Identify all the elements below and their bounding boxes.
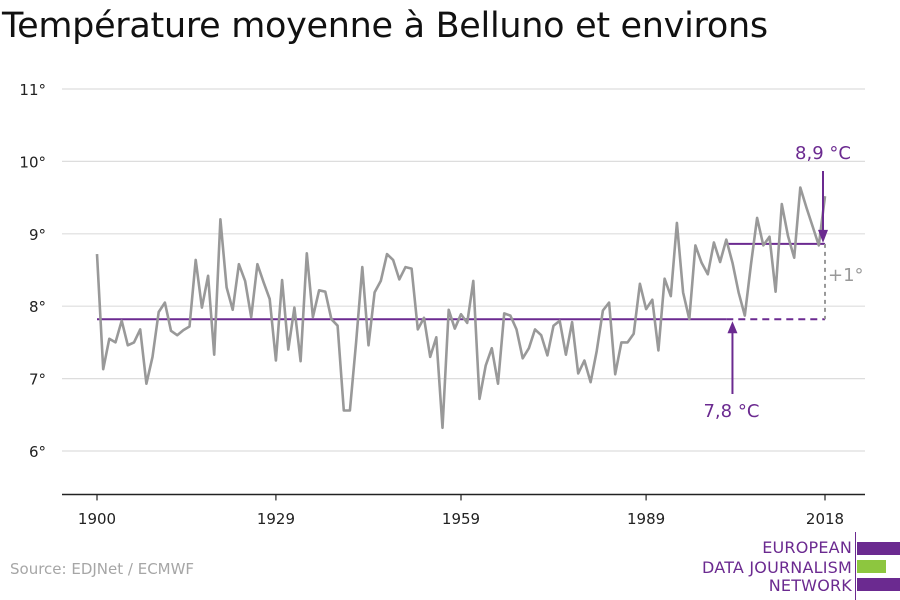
- y-tick-label-10: 10°: [19, 153, 46, 171]
- reference-lines: [97, 242, 826, 321]
- x-tick-label-1959: 1959: [442, 510, 480, 528]
- annotations: 8,9 °C 7,8 °C +1°: [703, 143, 863, 422]
- baseline-mean-label: 7,8 °C: [703, 401, 759, 422]
- x-tick-label-1900: 1900: [78, 510, 116, 528]
- recent-mean-label: 8,9 °C: [795, 143, 851, 164]
- y-tick-label-11: 11°: [19, 81, 46, 99]
- logo-rule: [855, 532, 856, 600]
- logo-bar-green: [857, 560, 886, 573]
- logo-text-line-1: EUROPEAN: [762, 538, 852, 557]
- x-axis: 1900 1929 1959 1989 2018: [62, 493, 865, 528]
- x-tick-label-1929: 1929: [257, 510, 295, 528]
- y-tick-label-9: 9°: [29, 226, 46, 244]
- source-note: Source: EDJNet / ECMWF: [10, 560, 195, 578]
- y-tick-label-6: 6°: [29, 443, 46, 461]
- logo-text-line-2: DATA JOURNALISM: [702, 558, 852, 577]
- gridlines: [62, 88, 865, 452]
- y-axis-ticks: 6° 7° 8° 9° 10° 11°: [19, 81, 46, 461]
- y-tick-label-8: 8°: [29, 298, 46, 316]
- chart-title: Température moyenne à Belluno et environ…: [2, 6, 768, 46]
- difference-label: +1°: [828, 265, 864, 286]
- temperature-series-line: [95, 186, 827, 430]
- logo-bar-purple-bottom: [857, 578, 900, 591]
- baseline-mean-arrowhead: [727, 321, 738, 334]
- logo-text-line-3: NETWORK: [768, 576, 852, 595]
- edjnet-logo[interactable]: EUROPEAN DATA JOURNALISM NETWORK: [700, 532, 900, 600]
- y-tick-label-7: 7°: [29, 371, 46, 389]
- logo-bar-purple-top: [857, 542, 900, 555]
- x-tick-label-2018: 2018: [806, 510, 844, 528]
- recent-mean-arrowhead: [818, 229, 828, 243]
- x-tick-label-1989: 1989: [627, 510, 665, 528]
